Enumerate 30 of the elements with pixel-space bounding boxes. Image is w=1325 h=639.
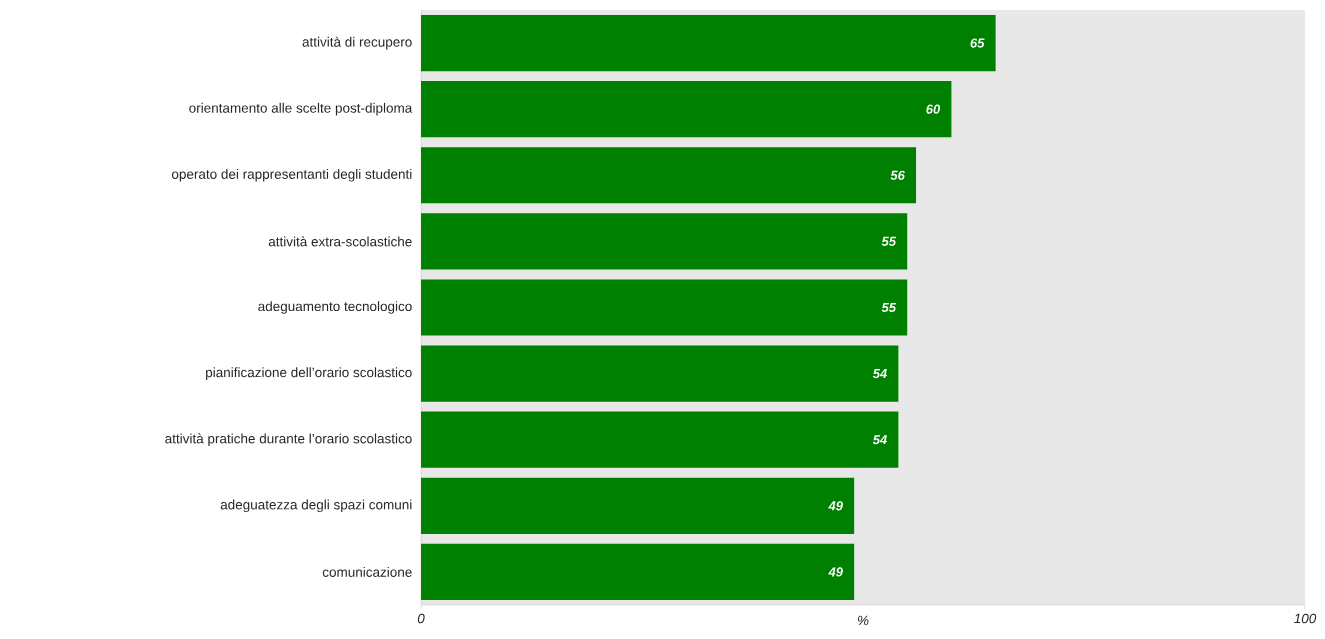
data-label: 56 xyxy=(890,170,905,180)
data-label: 55 xyxy=(881,236,897,246)
y-tick-label: comunicazione xyxy=(322,566,412,577)
y-tick-label: adeguatezza degli spazi comuni xyxy=(220,499,412,513)
bar xyxy=(421,213,908,270)
y-tick-label: orientamento alle scelte post-diploma xyxy=(189,102,413,116)
bar xyxy=(421,279,908,336)
bar xyxy=(421,81,952,138)
y-tick-label: adeguamento tecnologico xyxy=(258,301,412,314)
data-label: 49 xyxy=(828,567,843,577)
x-axis-title: % xyxy=(857,615,869,626)
data-label: 54 xyxy=(872,369,887,379)
bar xyxy=(421,14,996,72)
y-tick-label: attività extra-scolastiche xyxy=(268,236,412,247)
bar xyxy=(421,147,917,204)
data-label: 65 xyxy=(970,38,985,48)
x-tick-label: 0 xyxy=(417,613,425,624)
y-tick-label: operato dei rappresentanti degli studenti xyxy=(171,168,412,182)
y-tick-label: attività pratiche durante l’orario scolastico xyxy=(165,433,412,447)
bar xyxy=(421,543,855,601)
bar xyxy=(421,411,899,468)
y-tick-label: attività di recupero xyxy=(302,36,412,50)
x-tick-label: 100 xyxy=(1294,613,1317,624)
bar xyxy=(421,345,899,402)
data-label: 54 xyxy=(872,435,887,445)
y-tick-label: pianificazione dell’orario scolastico xyxy=(206,367,412,380)
data-label: 55 xyxy=(881,302,897,313)
data-label: 60 xyxy=(926,104,941,114)
bar xyxy=(421,477,855,534)
data-label: 49 xyxy=(828,501,843,511)
